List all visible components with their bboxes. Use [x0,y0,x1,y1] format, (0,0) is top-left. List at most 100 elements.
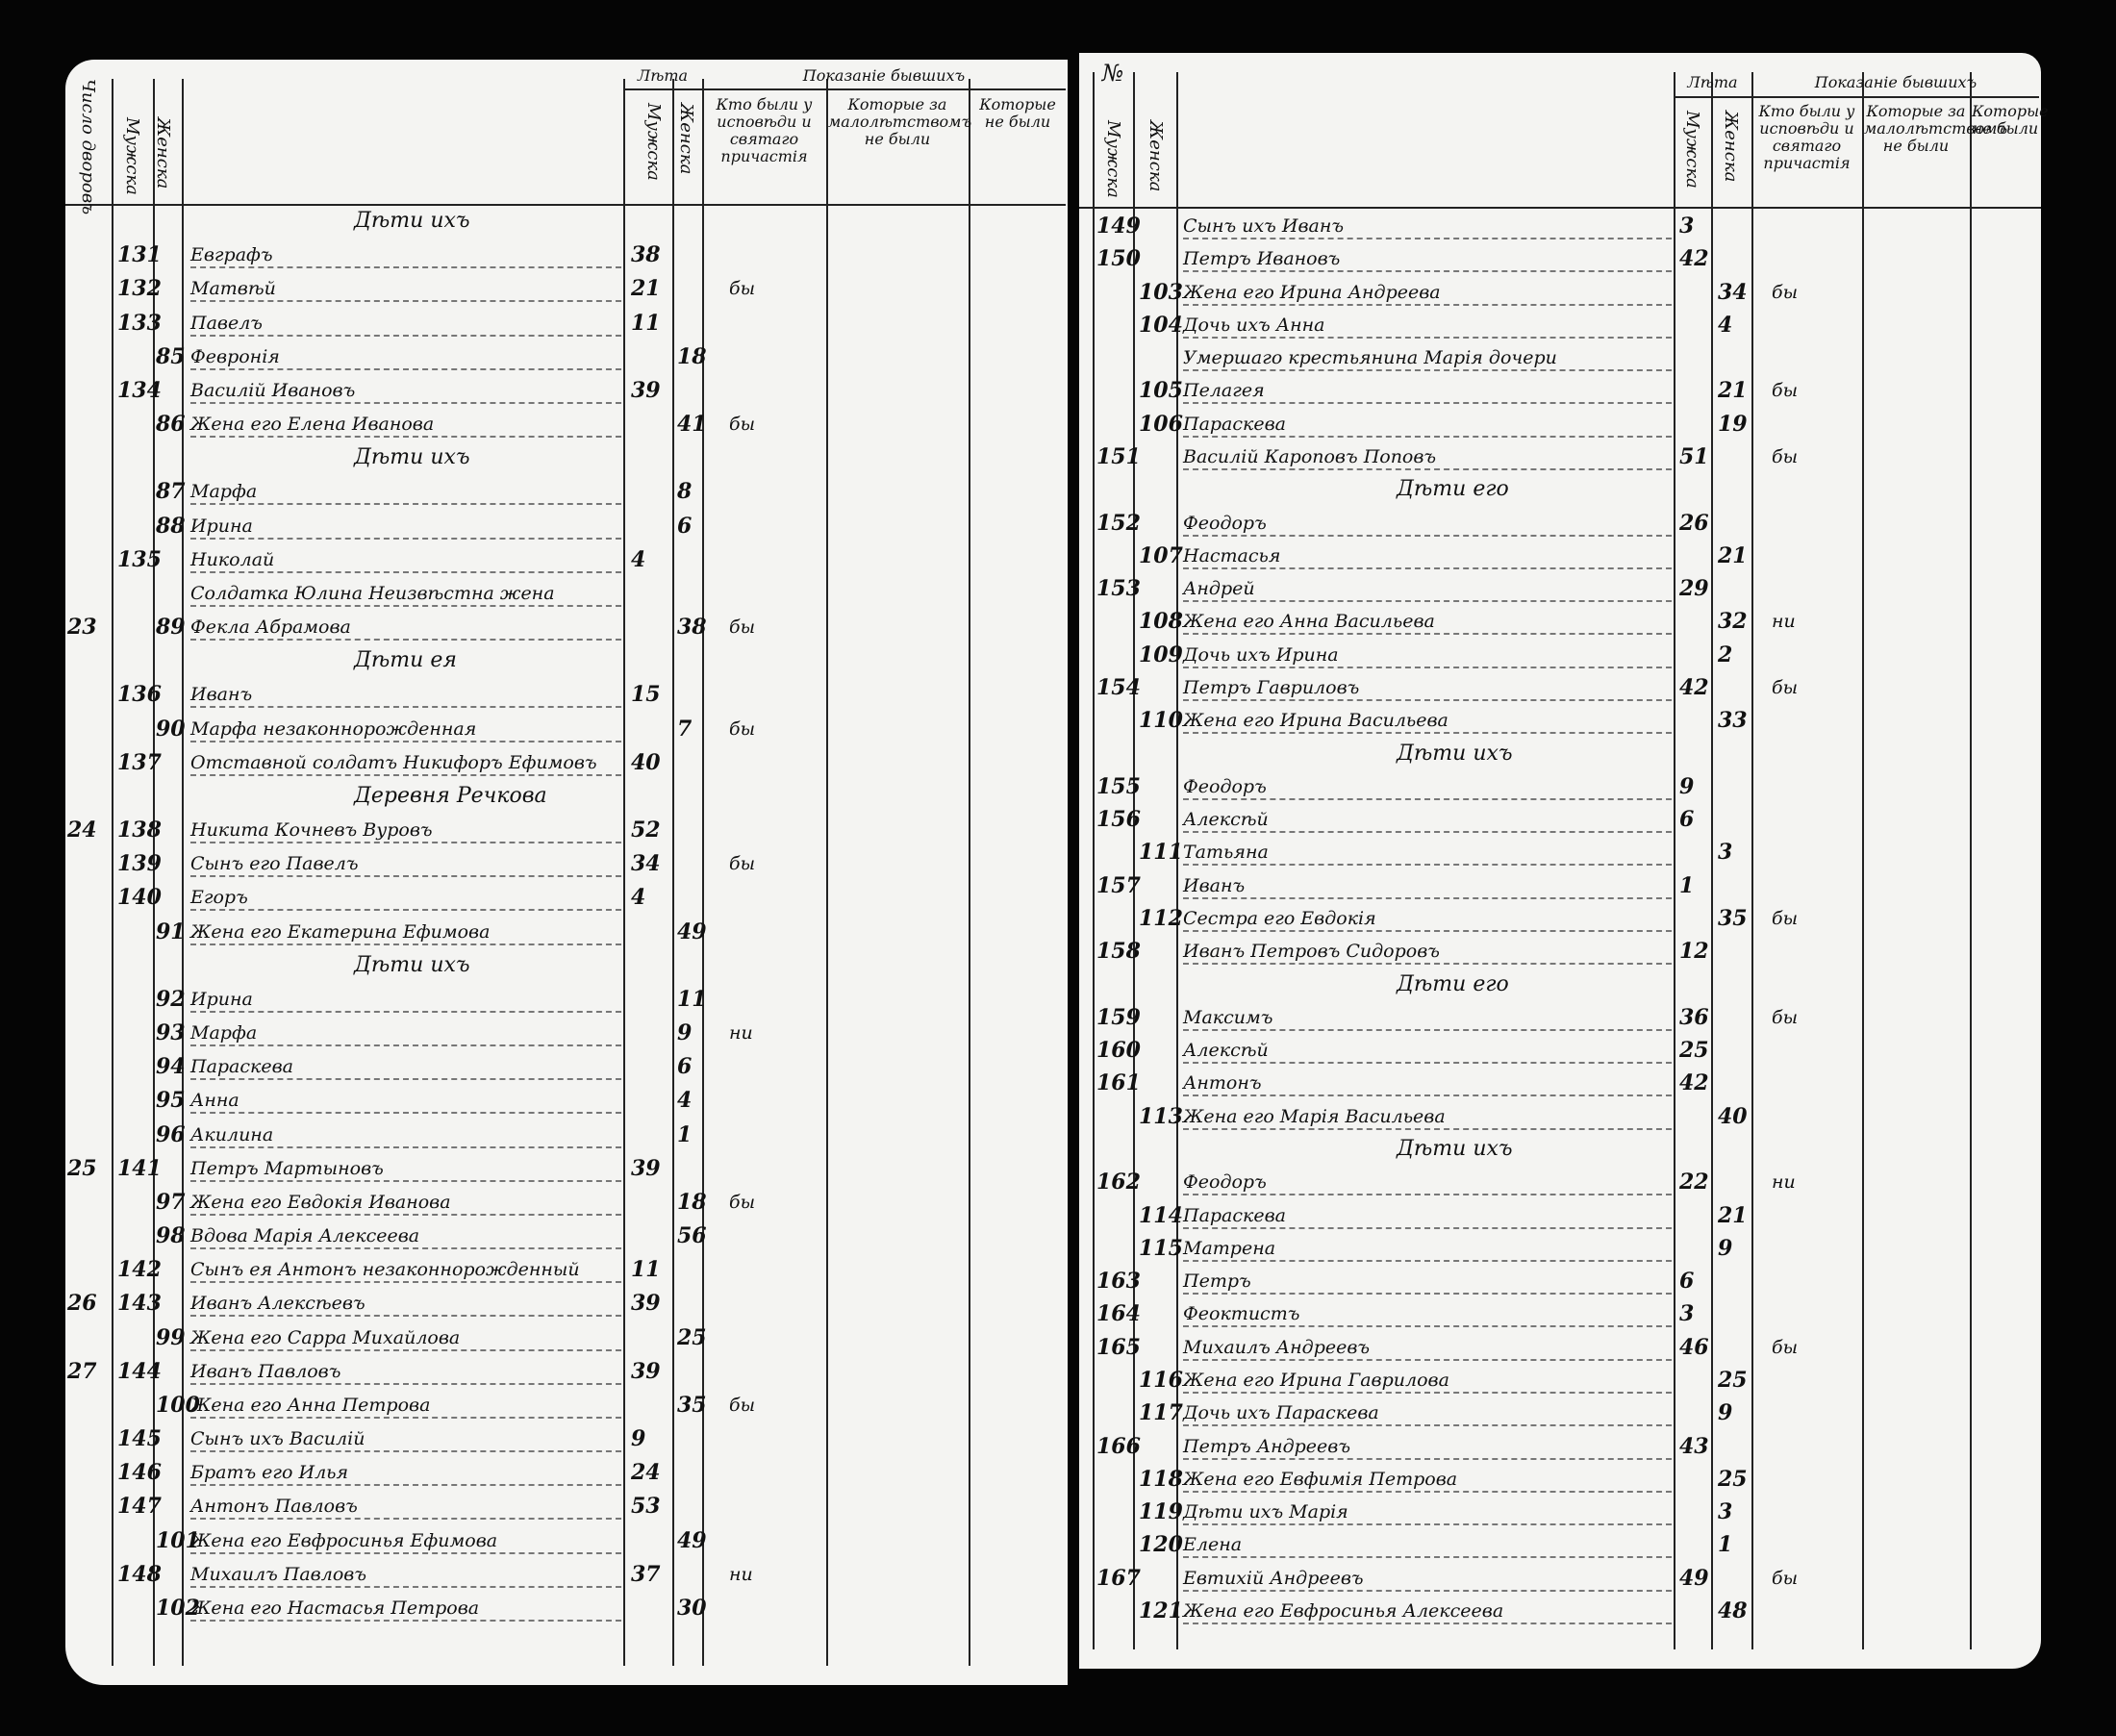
m-age: 49 [1679,1565,1709,1591]
f-no: 112 [1139,906,1183,931]
f-age: 19 [1718,411,1748,437]
f-no: 108 [1139,609,1183,635]
rule [969,79,970,1666]
row-rule [190,334,621,337]
row-rule [1183,1127,1672,1130]
row-rule [190,773,621,776]
f-no: 89 [156,615,186,641]
f-no: 104 [1139,312,1183,338]
mark: бы [1772,1006,1799,1028]
m-no: 153 [1096,576,1141,602]
m-age: 46 [1679,1334,1709,1360]
f-no: 92 [156,986,186,1012]
header: Мужска [1103,120,1123,198]
m-age: 29 [1679,576,1709,602]
m-no: 151 [1096,444,1141,469]
f-no: 105 [1139,378,1183,404]
m-age: 26 [1679,510,1709,536]
f-no: 95 [156,1088,186,1114]
f-no: 114 [1139,1202,1183,1228]
row-rule [1183,369,1672,372]
m-age: 15 [631,682,661,708]
m-age: 43 [1679,1433,1709,1459]
row-rule [1183,1259,1672,1262]
m-age: 40 [631,749,661,775]
f-age: 35 [1718,906,1748,931]
mark: ни [729,1563,753,1585]
f-no: 90 [156,716,186,742]
row-rule [190,1518,621,1521]
m-no: 146 [117,1460,162,1486]
m-no: 145 [117,1426,162,1452]
margin: 27 [67,1358,97,1384]
name: Максимъ [1183,1006,1273,1028]
f-age: 1 [677,1121,693,1147]
m-no: 133 [117,310,162,336]
row-rule [190,1112,621,1115]
mark: бы [729,1394,756,1416]
section-heading: Дѣти ихъ [1397,1137,1513,1161]
row-rule [190,401,621,404]
name: Параскева [1183,1204,1287,1226]
m-no: 134 [117,377,162,403]
rule [826,79,828,1666]
header: Женска [153,117,173,189]
left-page: Число дворовъ Мужска Женска Лѣта Мужска … [65,60,1068,1685]
row-rule [1183,633,1672,636]
f-age: 25 [1718,1368,1748,1393]
mark: бы [729,278,756,300]
f-no: 115 [1139,1235,1183,1261]
mark: ни [729,1022,753,1044]
name: Феоктистъ [1183,1303,1300,1325]
rule [112,79,113,1666]
m-no: 141 [117,1155,162,1181]
m-no: 157 [1096,872,1141,898]
row-rule [1183,336,1672,339]
header: Кто были у исповѣди и святаго причастiя [1758,102,1855,172]
name: Вдова Марiя Алексеева [190,1225,420,1247]
f-no: 109 [1139,642,1183,667]
name: Жена его Ирина Андреева [1183,281,1441,303]
name: Жена его Ирина Васильева [1183,710,1448,732]
name: Иванъ Петровъ Сидоровъ [1183,941,1440,963]
row-rule [1183,797,1672,800]
name: Пелагея [1183,380,1265,402]
rule [182,79,184,1666]
rule [623,88,1066,90]
f-age: 48 [1718,1598,1748,1623]
f-age: 3 [1718,840,1733,866]
name: Егоръ [190,887,248,909]
f-age: 30 [677,1596,707,1621]
section-heading: Дѣти ихъ [354,209,470,233]
name: Братъ его Илья [190,1462,349,1484]
row-rule [190,1281,621,1284]
m-no: 138 [117,818,162,843]
mark: ни [1772,1171,1796,1194]
header: Женска [1721,111,1741,183]
f-no: 88 [156,513,186,539]
f-no: 113 [1139,1103,1183,1129]
row-rule [190,604,621,607]
f-age: 21 [1718,378,1748,404]
f-age: 32 [1718,609,1748,635]
m-no: 148 [117,1561,162,1587]
row-rule [190,1044,621,1047]
header: Женска [676,103,696,175]
m-age: 22 [1679,1170,1709,1195]
row-rule [1183,566,1672,569]
section-heading: Дѣти ихъ [354,445,470,470]
f-no: 107 [1139,542,1183,568]
m-age: 4 [631,885,646,911]
row-rule [190,1484,621,1487]
row-rule [1183,1457,1672,1460]
name: Сестра его Евдокiя [1183,908,1376,929]
row-rule [190,266,621,269]
name: Матрена [1183,1237,1276,1259]
m-no: 136 [117,682,162,708]
f-no: 91 [156,918,186,944]
row-rule [1183,1194,1672,1196]
name: Сынъ ихъ Василiй [190,1428,365,1450]
margin: 24 [67,818,97,843]
name: Жена его Евфросинья Алексеева [1183,1600,1504,1622]
